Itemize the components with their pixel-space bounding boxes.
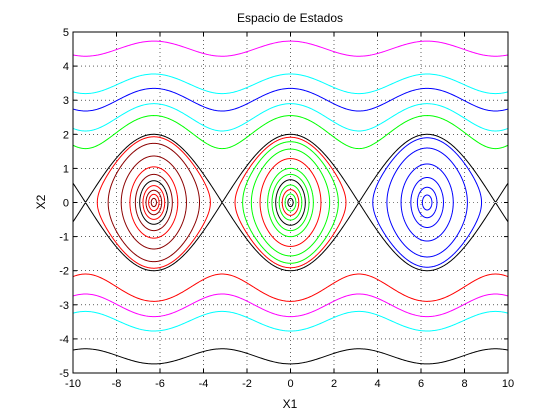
trajectory-separatrix-9	[73, 133, 508, 272]
x-tick-label: -4	[199, 378, 209, 390]
trajectories	[73, 40, 508, 365]
x-tick-label: 10	[502, 378, 514, 390]
trajectory-orbit-34	[410, 177, 444, 228]
y-tick-label: -1	[59, 232, 69, 244]
chart-title: Espacio de Estados	[237, 11, 343, 25]
y-tick-label: 0	[63, 198, 69, 210]
trajectory-running-5	[73, 348, 508, 365]
trajectory-orbit-28	[281, 189, 300, 216]
trajectory-running-7	[73, 293, 508, 318]
x-tick-label: 2	[331, 378, 337, 390]
trajectory-orbit-35	[416, 186, 438, 219]
y-tick-label: -4	[59, 334, 69, 346]
axes-background	[73, 32, 508, 373]
trajectory-orbit-23	[259, 158, 322, 247]
y-tick-label: 2	[63, 129, 69, 141]
trajectory-orbit-17	[145, 189, 163, 216]
trajectory-orbit-12	[120, 155, 187, 250]
x-tick-label: 8	[461, 378, 467, 390]
trajectory-orbit-11	[107, 142, 201, 263]
trajectory-orbit-10	[96, 136, 211, 269]
trajectory-orbit-21	[242, 141, 339, 264]
trajectory-orbit-26	[275, 179, 306, 226]
trajectory-orbit-31	[372, 137, 483, 268]
x-tick-labels: -10 -8 -6 -4 -2 0 2 4 6 8 10	[65, 378, 514, 390]
tick-marks	[72, 31, 509, 374]
trajectory-running-8	[73, 273, 508, 302]
y-tick-label: 4	[63, 61, 69, 73]
trajectory-orbit-24	[267, 167, 314, 238]
trajectory-orbit-32	[386, 147, 468, 258]
x-axis-label: X1	[283, 397, 298, 411]
y-tick-label: 1	[63, 163, 69, 175]
trajectory-running-0	[73, 40, 508, 57]
grid	[73, 32, 508, 373]
y-tick-label: -2	[59, 266, 69, 278]
y-tick-label: 3	[63, 95, 69, 107]
trajectory-running-6	[73, 310, 508, 332]
trajectory-orbit-16	[142, 185, 166, 220]
trajectory-orbit-36	[421, 194, 433, 211]
trajectory-running-2	[73, 87, 508, 112]
trajectory-orbit-18	[148, 193, 160, 212]
y-axis-label: X2	[34, 194, 48, 209]
trajectory-running-4	[73, 115, 508, 150]
trajectory-orbit-29	[284, 193, 297, 212]
trajectory-orbit-30	[287, 197, 294, 208]
trajectory-orbit-22	[250, 148, 331, 257]
y-tick-label: -5	[59, 368, 69, 380]
trajectory-orbit-13	[129, 166, 179, 239]
x-tick-label: -10	[65, 378, 81, 390]
trajectory-orbit-15	[139, 180, 169, 225]
trajectory-running-3	[73, 103, 508, 132]
trajectory-running-1	[73, 73, 508, 95]
y-tick-label: 5	[63, 27, 69, 39]
x-tick-label: -8	[112, 378, 122, 390]
trajectory-orbit-19	[150, 197, 157, 208]
x-tick-label: 6	[418, 378, 424, 390]
trajectory-orbit-14	[134, 173, 173, 232]
trajectory-orbit-25	[271, 173, 310, 232]
y-tick-labels: -5 -4 -3 -2 -1 0 1 2 3 4 5	[59, 27, 69, 380]
x-tick-label: 4	[374, 378, 380, 390]
trajectory-orbit-20	[234, 136, 347, 269]
trajectory-orbit-33	[400, 163, 454, 242]
x-tick-label: 0	[287, 378, 293, 390]
x-tick-label: -6	[155, 378, 165, 390]
x-tick-label: -2	[242, 378, 252, 390]
trajectory-orbit-27	[278, 184, 303, 221]
y-tick-label: -3	[59, 300, 69, 312]
